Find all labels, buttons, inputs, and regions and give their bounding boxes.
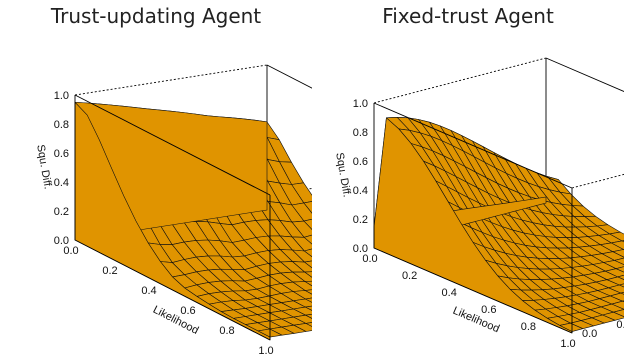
chart-title: Trust-updating Agent	[50, 4, 262, 28]
surface-plot: 0.0 0.2 0.4 0.6 0.8 1.0 0.0 0.2 0.4 0.6 0.8 1.0 0.0 0…	[333, 57, 624, 350]
chart-panel-trust-updating: Trust-updating Agent 0.0 0.2 0.4 0.6 0.8 1.0 0…	[34, 4, 312, 354]
tick-label: 1.0	[258, 345, 273, 354]
box-edge	[373, 247, 573, 334]
tick-label: 0.2	[54, 206, 69, 218]
box-edge	[571, 173, 624, 189]
tick-label: 1.0	[560, 338, 575, 350]
z-axis-label: Squ. Diff.	[34, 144, 54, 190]
tick-label: 0.0	[63, 245, 78, 257]
tick-label: 0.4	[442, 287, 457, 299]
surface-facet	[617, 274, 624, 280]
surface-facet	[303, 234, 312, 245]
tick-label: 0.8	[219, 325, 234, 337]
tick-label: 0.6	[54, 148, 69, 160]
box-edge	[266, 64, 312, 89]
box-edge	[373, 57, 547, 104]
tick-label: 1.0	[54, 90, 69, 102]
tick-label: 0.2	[353, 214, 368, 226]
tick-label: 0.8	[353, 127, 368, 139]
z-axis-label: Squ. Diff.	[333, 152, 353, 198]
tick-label: 0.6	[180, 305, 195, 317]
box-edge	[74, 239, 271, 341]
surface-facet	[303, 248, 312, 258]
tick-label: 0.0	[54, 235, 69, 247]
box-edge	[545, 57, 624, 92]
tick-label: 0.0	[353, 243, 368, 255]
tick-label: 0.0	[362, 253, 377, 265]
tick-label: 0.8	[521, 321, 536, 333]
tick-label: 0.2	[102, 265, 117, 277]
tick-label: 0.6	[481, 304, 496, 316]
tick-label: 0.8	[54, 119, 69, 131]
tick-label: 0.4	[54, 177, 69, 189]
surface-plot: 0.00.20.40.60.81.00.00.20.40.60.81.00.20…	[34, 64, 312, 354]
tick-label: 0.4	[353, 185, 368, 197]
chart-title: Fixed-trust Agent	[382, 4, 554, 28]
box-edge	[373, 102, 573, 189]
tick-label: 0.4	[141, 285, 156, 297]
tick-label: 0.2	[402, 270, 417, 282]
tick-label: 1.0	[353, 98, 368, 110]
box-edge	[74, 94, 271, 196]
tick-label: 0.0	[582, 328, 597, 340]
box-edge	[74, 64, 268, 96]
chart-panel-fixed-trust: Fixed-trust Agent 0.0 0.2 0.4 0.6 0.8 1.0 0.0 0…	[312, 0, 624, 354]
surface-facet	[303, 218, 312, 231]
tick-label: 0.2	[616, 319, 624, 331]
surface-facet	[615, 266, 624, 273]
tick-label: 0.6	[353, 156, 368, 168]
